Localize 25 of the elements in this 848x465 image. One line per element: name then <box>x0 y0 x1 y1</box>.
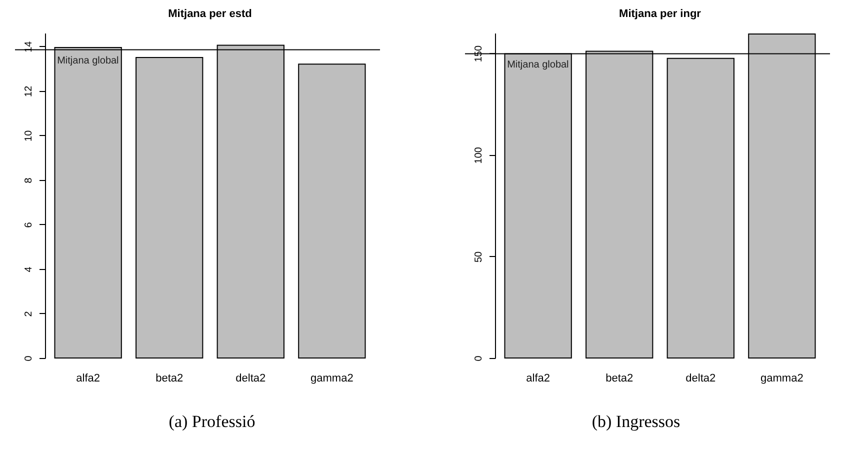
y-tick-label: 2 <box>24 310 34 317</box>
chart-title: Mitjana per ingr <box>619 8 702 20</box>
y-tick-label: 4 <box>24 266 34 272</box>
text: (b) Ingressos <box>590 412 682 432</box>
y-tick-label: 10 <box>24 130 34 142</box>
text: (a) Professió <box>168 412 256 432</box>
chart-title: Mitjana per estd <box>168 8 252 20</box>
x-tick-label: beta2 <box>606 372 634 384</box>
y-tick-label: 8 <box>24 177 34 184</box>
x-tick-label: gamma2 <box>310 372 354 384</box>
x-tick-label: beta2 <box>156 372 184 384</box>
ref-line-label: Mitjana global <box>507 60 569 71</box>
y-tick-label: 6 <box>24 222 34 228</box>
ref-line-label: Mitjana global <box>57 56 119 67</box>
y-tick-label: 150 <box>474 45 484 62</box>
y-tick-label: 0 <box>474 355 484 362</box>
x-tick-label: delta2 <box>686 372 716 384</box>
y-tick-label: 0 <box>24 355 34 362</box>
y-tick-label: 12 <box>24 85 34 97</box>
y-tick-label: 50 <box>474 250 484 262</box>
x-tick-label: alfa2 <box>526 372 550 384</box>
y-tick-label: 100 <box>474 146 484 164</box>
x-tick-label: alfa2 <box>76 372 100 384</box>
x-tick-label: gamma2 <box>760 372 804 384</box>
x-tick-label: delta2 <box>236 372 266 384</box>
